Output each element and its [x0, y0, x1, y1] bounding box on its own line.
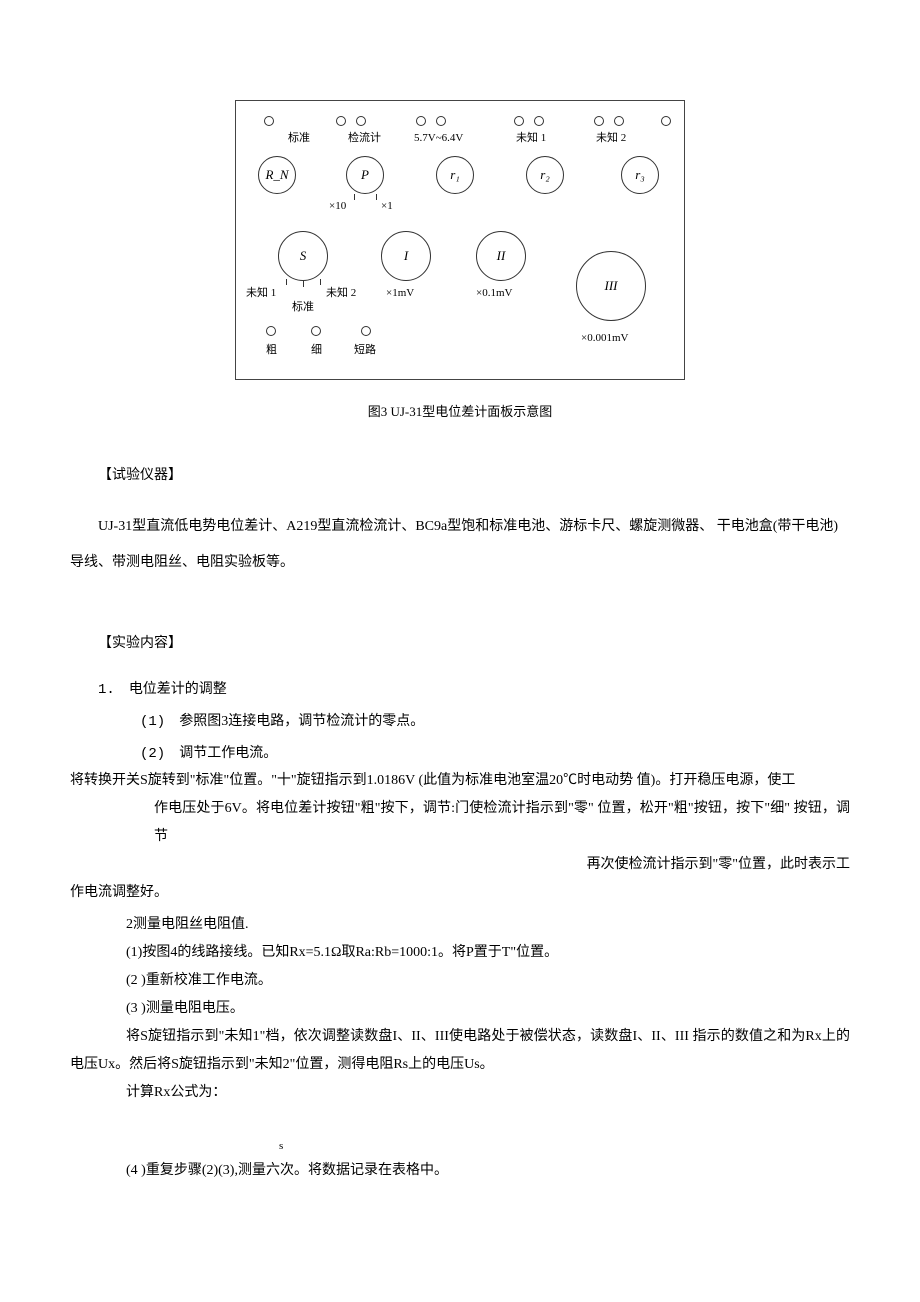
- knob-dial-2: II: [476, 231, 526, 281]
- terminal: [661, 116, 671, 126]
- item-2: 2测量电阻丝电阻值.: [70, 911, 850, 939]
- terminal: [361, 326, 371, 336]
- tick: [303, 281, 304, 287]
- top-label-std: 标准: [288, 129, 310, 149]
- bt-short: 短路: [354, 341, 376, 361]
- p-left-mark: ×10: [329, 197, 346, 217]
- knob-label: P: [361, 163, 369, 186]
- bt-cu: 粗: [266, 341, 277, 361]
- item-2-3: (3 )测量电阻电压。: [70, 995, 850, 1023]
- knob-label: r₂: [540, 163, 550, 186]
- knob-dial-1: I: [381, 231, 431, 281]
- knob-s: S: [278, 231, 328, 281]
- terminal: [594, 116, 604, 126]
- terminal: [534, 116, 544, 126]
- bt-xi: 细: [311, 341, 322, 361]
- terminal: [614, 116, 624, 126]
- tick: [354, 194, 355, 200]
- terminal: [356, 116, 366, 126]
- tick: [320, 279, 321, 285]
- top-label-u2: 未知 2: [596, 129, 626, 149]
- item-1-1: (1) 参照图3连接电路，调节检流计的零点。: [140, 709, 850, 735]
- instruments-body: UJ-31型直流低电势电位差计、A219型直流检流计、BC9a型饱和标准电池、游…: [70, 509, 850, 582]
- knob-label: r₃: [635, 163, 645, 186]
- item-1-2-label: (2): [140, 746, 165, 762]
- item-1-1-label: (1): [140, 714, 165, 730]
- panel-diagram: 标准 检流计 5.7V~6.4V 未知 1 未知 2 R_N P ×10 ×1 …: [235, 100, 685, 380]
- knob-dial-3: III: [576, 251, 646, 321]
- knob-label: S: [300, 244, 307, 267]
- item-1-2: (2) 调节工作电流。: [140, 741, 850, 767]
- diagram-container: 标准 检流计 5.7V~6.4V 未知 1 未知 2 R_N P ×10 ×1 …: [70, 100, 850, 380]
- item-1-1-text: 参照图3连接电路，调节检流计的零点。: [179, 714, 424, 729]
- item-1: 1. 电位差计的调整: [98, 677, 850, 703]
- terminal: [336, 116, 346, 126]
- dial2-label: ×0.1mV: [476, 284, 512, 304]
- knob-r2: r₂: [526, 156, 564, 194]
- knob-label: R_N: [265, 163, 288, 186]
- para-formula: 计算Rx公式为：: [70, 1079, 850, 1107]
- item-2-2: (2 )重新校准工作电流。: [70, 967, 850, 995]
- tick: [286, 279, 287, 285]
- top-label-volt: 5.7V~6.4V: [414, 129, 463, 149]
- terminal: [416, 116, 426, 126]
- top-label-galv: 检流计: [348, 129, 381, 149]
- item-1-label: 1.: [98, 682, 115, 698]
- item-1-2-text: 调节工作电流。: [179, 746, 277, 761]
- knob-label: III: [605, 274, 618, 297]
- p-right-mark: ×1: [381, 197, 393, 217]
- knob-p: P: [346, 156, 384, 194]
- section-content-title: 【实验内容】: [70, 631, 850, 656]
- section-instruments-title: 【试验仪器】: [70, 463, 850, 488]
- para-adjust-1: 将转换开关S旋转到"标准"位置。"十"旋钮指示到1.0186V (此值为标准电池…: [70, 767, 850, 795]
- terminal: [264, 116, 274, 126]
- knob-label: r₁: [450, 163, 460, 186]
- terminal: [436, 116, 446, 126]
- terminal: [266, 326, 276, 336]
- dial3-label: ×0.001mV: [581, 329, 628, 349]
- diagram-caption: 图3 UJ-31型电位差计面板示意图: [70, 400, 850, 423]
- knob-r3: r₃: [621, 156, 659, 194]
- para-adjust-3: 再次使检流计指示到"零"位置，此时表示工: [70, 851, 850, 879]
- knob-r1: r₁: [436, 156, 474, 194]
- s-right: 未知 2: [326, 284, 356, 304]
- para-measure: 将S旋钮指示到"未知1"档，依次调整读数盘I、II、III使电路处于被偿状态，读…: [70, 1023, 850, 1079]
- knob-label: II: [497, 244, 506, 267]
- knob-rn: R_N: [258, 156, 296, 194]
- para-adjust-2: 作电压处于6V。将电位差计按钮"粗"按下，调节:门使检流计指示到"零" 位置，松…: [70, 795, 850, 851]
- knob-label: I: [404, 244, 408, 267]
- item-1-text: 电位差计的调整: [129, 682, 227, 697]
- s-bottom: 标准: [292, 298, 314, 318]
- top-label-u1: 未知 1: [516, 129, 546, 149]
- terminal: [514, 116, 524, 126]
- subscript-s: s: [279, 1137, 850, 1157]
- s-left: 未知 1: [246, 284, 276, 304]
- para-adjust-tail: 作电流调整好。: [70, 879, 850, 907]
- item-2-1: (1)按图4的线路接线。已知Rx=5.1Ω取Ra:Rb=1000:1。将P置于T…: [70, 939, 850, 967]
- tick: [376, 194, 377, 200]
- dial1-label: ×1mV: [386, 284, 414, 304]
- item-2-4: (4 )重复步骤(2)(3),测量六次。将数据记录在表格中。: [70, 1157, 850, 1185]
- terminal: [311, 326, 321, 336]
